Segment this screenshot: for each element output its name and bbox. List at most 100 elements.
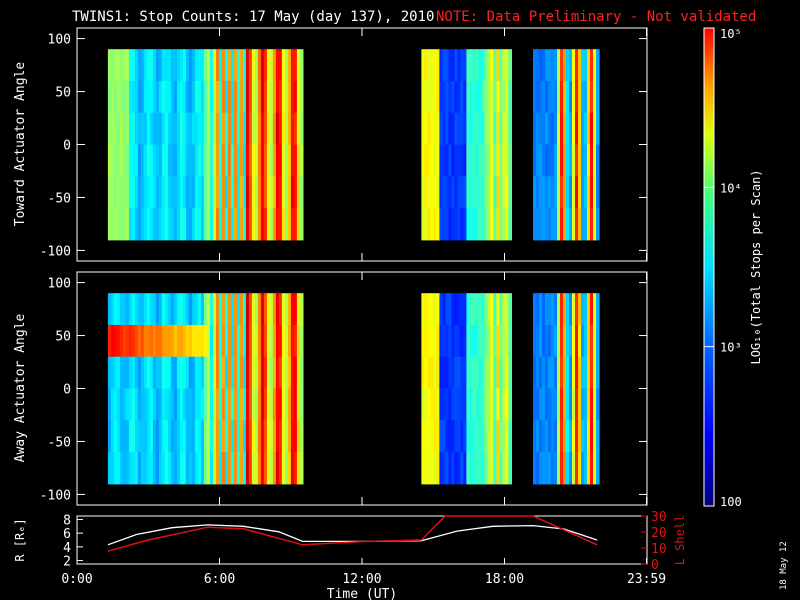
away-heat-cell <box>590 356 594 390</box>
toward-heat-cell <box>245 81 250 114</box>
toward-heat-cell <box>505 144 509 177</box>
away-heat-cell <box>182 325 187 358</box>
away-heat-cell <box>254 293 259 326</box>
away-heat-cell <box>427 452 431 485</box>
away-heat-cell <box>584 293 588 326</box>
away-heat-cell <box>508 325 512 358</box>
toward-heat-cell <box>451 176 455 209</box>
toward-heat-cell <box>557 176 561 209</box>
away-heat-cell <box>487 325 491 358</box>
toward-heat-cell <box>110 112 115 146</box>
toward-heat-cell <box>566 144 570 177</box>
toward-heat-cell <box>290 176 295 209</box>
toward-heat-cell <box>454 112 458 146</box>
toward-heat-cell <box>188 112 193 146</box>
toward-heat-cell <box>197 112 202 146</box>
toward-heat-cell <box>499 49 503 82</box>
away-heat-cell <box>218 452 223 485</box>
away-heat-cell <box>275 325 280 358</box>
away-heat-cell <box>490 420 494 453</box>
toward-panel: 100 50 0 -50 -100 Toward Actuator Angle <box>13 27 648 262</box>
away-heat-cell <box>248 356 253 390</box>
toward-heat-cell <box>463 112 467 146</box>
toward-heat-cell <box>542 144 546 177</box>
toward-heat-cell <box>584 112 588 146</box>
toward-heat-cell <box>572 49 576 82</box>
away-heat-cell <box>539 325 543 358</box>
away-heat-cell <box>508 388 512 421</box>
away-heat-cell <box>487 388 491 421</box>
away-heat-cell <box>272 356 277 390</box>
colorbar-gradient <box>703 27 715 507</box>
toward-heat-cell <box>451 144 455 177</box>
away-heat-cell <box>290 325 295 358</box>
toward-heat-cell <box>284 144 289 177</box>
away-heat-cell <box>296 452 301 485</box>
toward-heat-cell <box>442 81 446 114</box>
away-heat-cell <box>448 420 452 453</box>
away-heat-cell <box>548 388 552 421</box>
toward-heat-cell <box>245 49 250 82</box>
toward-heat-cell <box>239 49 244 82</box>
away-heat-cell <box>278 420 283 453</box>
toward-heat-cell <box>493 112 497 146</box>
toward-heat-cell <box>560 49 564 82</box>
away-heat-cell <box>125 356 130 390</box>
toward-heat-cell <box>551 81 555 114</box>
toward-heat-cell <box>536 208 540 241</box>
toward-heat-cell <box>563 81 567 114</box>
away-heat-cell <box>254 388 259 421</box>
toward-heat-cell <box>242 49 247 82</box>
toward-heat-cell <box>448 49 452 82</box>
toward-heat-cell <box>158 49 163 82</box>
away-heat-cell <box>197 325 202 358</box>
away-heat-cell <box>236 356 241 390</box>
away-heat-cell <box>155 420 160 453</box>
away-heat-cell <box>505 388 509 421</box>
away-heat-cell <box>125 388 130 421</box>
away-heat-cell <box>578 293 582 326</box>
away-heat-cell <box>481 452 485 485</box>
toward-heat-cell <box>287 208 292 241</box>
away-heat-cell <box>203 293 208 326</box>
toward-heat-cell <box>290 49 295 82</box>
away-heat-cell <box>584 388 588 421</box>
toward-heat-cell <box>478 112 482 146</box>
date-stamp: 18 May 12 <box>779 541 789 590</box>
away-heat-cell <box>436 420 440 453</box>
toward-heat-cell <box>218 81 223 114</box>
away-heat-cell <box>266 388 271 421</box>
toward-heat-cell <box>481 112 485 146</box>
away-heat-cell <box>131 388 136 421</box>
toward-heat-cell <box>487 144 491 177</box>
away-heat-cell <box>254 420 259 453</box>
toward-heat-cell <box>224 112 229 146</box>
toward-heat-cell <box>134 208 139 241</box>
toward-heat-cell <box>158 176 163 209</box>
toward-heat-cell <box>484 144 488 177</box>
away-heat-cell <box>110 293 115 326</box>
toward-heat-cell <box>499 176 503 209</box>
toward-heat-cell <box>269 49 274 82</box>
away-heat-cell <box>239 325 244 358</box>
away-heat-cell <box>185 452 190 485</box>
toward-heat-cell <box>260 176 265 209</box>
away-heat-cell <box>149 420 154 453</box>
away-heat-cell <box>493 388 497 421</box>
toward-heat-cell <box>578 81 582 114</box>
away-heat-cell <box>191 452 196 485</box>
toward-heat-cell <box>248 112 253 146</box>
toward-heat-cell <box>533 176 537 209</box>
away-heat-cell <box>581 293 585 326</box>
away-heat-cell <box>140 388 145 421</box>
toward-heat-cell <box>575 81 579 114</box>
toward-heat-cell <box>481 81 485 114</box>
toward-heat-cell <box>260 208 265 241</box>
away-heat-cell <box>203 325 208 358</box>
away-heat-cell <box>113 356 118 390</box>
toward-heat-cell <box>128 144 133 177</box>
away-heat-cell <box>578 325 582 358</box>
toward-heat-cell <box>587 144 591 177</box>
toward-heat-cell <box>466 112 470 146</box>
toward-heat-cell <box>436 81 440 114</box>
